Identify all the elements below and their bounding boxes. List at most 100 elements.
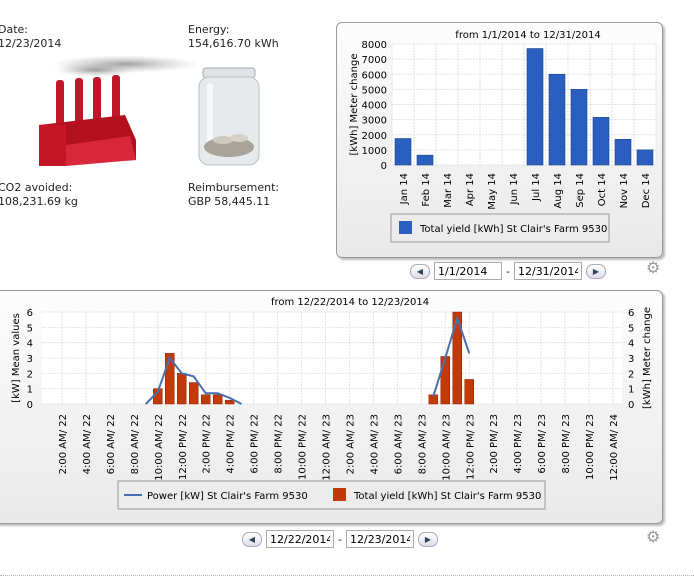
y-tick-label: 2000 [362,131,387,142]
energy-value: 154,616.70 kWh [188,37,279,50]
x-tick-label: Jun 14 [509,173,520,206]
kpi-reimbursement: Reimbursement: GBP 58,445.11 [188,181,279,209]
reimbursement-value: GBP 58,445.11 [188,195,271,208]
bar [165,353,175,405]
legend [117,480,546,510]
y-tick-label: 4000 [362,101,387,112]
chart-title: from 1/1/2014 to 12/31/2014 [455,30,600,41]
x-tick-label: 10:00 AM/ 23 [441,414,452,481]
bar [212,394,223,405]
bar [464,379,474,405]
legend [390,213,610,243]
x-tick-label: 12:00 AM/ 24 [609,414,620,481]
to-date-input[interactable] [345,530,414,548]
coin-jar-icon [198,67,260,166]
legend-label: Power [kW] St Clair's Farm 9530 [147,491,308,502]
power-line [145,355,243,405]
date-value: 12/23/2014 [0,37,62,50]
y-tick-label: 8000 [362,40,387,51]
x-tick-label: 8:00 AM/ 23 [417,414,428,474]
y-tick-label: 5 [27,323,33,334]
y-tick-label: 0 [27,400,33,411]
x-tick-label: Nov 14 [619,173,630,208]
y-right-tick-label: 4 [628,339,634,350]
arrow-left-icon[interactable]: ◀ [410,263,430,279]
x-tick-label: Jul 14 [531,173,542,202]
y-axis-label-right: [kWh] Meter change [642,307,653,409]
gear-icon[interactable]: ⚙ [646,527,661,546]
y-right-tick-label: 3 [628,354,634,365]
x-tick-label: 2:00 PM/ 23 [489,414,500,474]
from-date-input[interactable] [266,530,334,548]
x-tick-label: 4:00 AM/ 22 [82,414,93,474]
power-line [432,314,471,397]
arrow-right-icon[interactable]: ▶ [585,263,606,279]
x-tick-label: Oct 14 [597,173,608,206]
x-tick-label: 6:00 AM/ 23 [393,414,404,474]
chart-title: from 12/22/2014 to 12/23/2014 [271,297,429,308]
y-tick-label: 4 [27,339,33,350]
x-tick-label: 12:00 PM/ 23 [465,414,476,480]
x-tick-label: 10:00 PM/ 23 [585,414,596,480]
yearly-date-nav: ◀ - ▶ [410,262,606,280]
gear-icon[interactable]: ⚙ [646,258,661,277]
daily-date-nav: ◀ - ▶ [242,530,438,548]
bar [592,117,610,166]
x-tick-label: 4:00 PM/ 22 [226,414,237,474]
divider [0,575,694,576]
bar [394,138,412,166]
y-tick-label: 5000 [362,85,387,96]
y-right-tick-label: 2 [628,369,634,380]
co2-value: 108,231.69 kg [0,195,78,208]
y-tick-label: 3000 [362,116,387,127]
bar [440,356,451,405]
from-date-input[interactable] [434,262,502,280]
bar [452,311,463,405]
x-tick-label: 6:00 PM/ 22 [250,414,261,474]
y-tick-label: 1000 [362,146,387,157]
y-right-tick-label: 1 [628,385,634,396]
bar [416,154,434,166]
y-axis-label: [kWh] Meter change [349,54,360,156]
x-tick-label: 4:00 PM/ 23 [513,414,524,474]
x-tick-label: 2:00 AM/ 22 [58,414,69,474]
y-tick-label: 1 [27,385,33,396]
y-right-tick-label: 6 [628,308,634,319]
date-label: Date: [0,23,28,36]
x-tick-label: 2:00 AM/ 23 [345,414,356,474]
date-separator: - [338,532,342,546]
x-tick-label: Aug 14 [553,173,564,208]
arrow-left-icon[interactable]: ◀ [242,531,262,547]
y-tick-label: 6000 [362,70,387,81]
y-right-tick-label: 5 [628,323,634,334]
legend-label: Total yield [kWh] St Clair's Farm 9530 [419,224,607,235]
factory-icon [39,55,200,166]
x-tick-label: 6:00 PM/ 23 [537,414,548,474]
y-tick-label: 6 [27,308,33,319]
y-axis-label-left: [kW] Mean values [11,313,22,403]
x-tick-label: Jan 14 [399,173,410,205]
y-tick-label: 2 [27,369,33,380]
to-date-input[interactable] [513,262,582,280]
x-tick-label: 8:00 PM/ 23 [561,414,572,474]
yearly-bar-chart: 0 1000 2000 3000 4000 5000 6000 7000 8000 from 1/… [349,30,657,243]
date-separator: - [506,264,510,278]
x-tick-label: 10:00 AM/ 22 [154,414,165,481]
bar [548,73,566,166]
bar [188,382,199,405]
x-tick-label: 4:00 AM/ 23 [369,414,380,474]
bar [224,399,235,405]
x-tick-label: Sep 14 [575,173,586,208]
y-tick-label: 0 [381,161,387,172]
kpi-energy: Energy: 154,616.70 kWh [188,23,279,51]
y-tick-label: 7000 [362,55,387,66]
legend-bar-swatch [333,488,346,501]
x-tick-label: Dec 14 [641,173,652,208]
kpi-co2: CO2 avoided: 108,231.69 kg [0,181,78,209]
arrow-right-icon[interactable]: ▶ [417,531,438,547]
co2-label: CO2 avoided: [0,181,73,194]
x-tick-label: Mar 14 [443,173,454,208]
x-tick-label: Apr 14 [465,173,476,206]
daily-combo-chart: 0 0 1 1 2 2 3 3 4 4 5 5 6 6 from 12/22/2014 to 12/23/2… [11,297,653,510]
x-tick-label: 12:00 AM/ 23 [322,414,333,481]
